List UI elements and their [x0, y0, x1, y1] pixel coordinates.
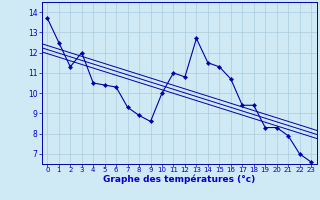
X-axis label: Graphe des températures (°c): Graphe des températures (°c) [103, 175, 255, 184]
